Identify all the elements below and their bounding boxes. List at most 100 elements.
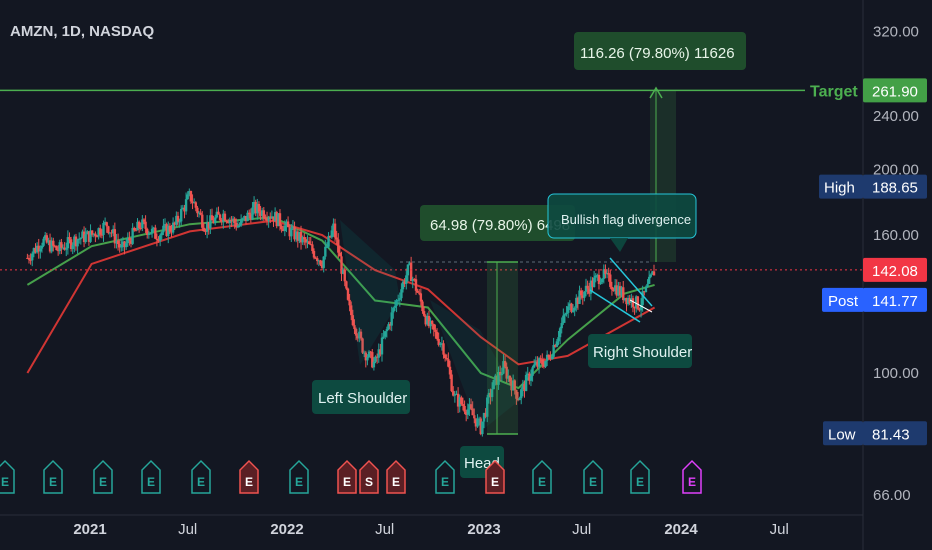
candle-body xyxy=(233,218,236,223)
earnings-marker-label: E xyxy=(392,475,400,489)
candle-body xyxy=(197,212,201,214)
y-tick-label: 160.00 xyxy=(873,227,919,244)
candle-body xyxy=(128,238,131,241)
candle-body xyxy=(439,343,442,345)
candle-body xyxy=(604,269,607,275)
candle-body xyxy=(290,228,293,237)
candle-body xyxy=(426,315,429,325)
candle-body xyxy=(591,280,594,288)
candle-body xyxy=(589,280,593,294)
x-tick-label: Jul xyxy=(572,521,591,538)
candle-body xyxy=(515,390,518,399)
x-tick-label: Jul xyxy=(375,521,394,538)
candle-body xyxy=(31,253,34,261)
candle-body xyxy=(210,215,214,221)
candle-body xyxy=(304,239,308,243)
candle-body xyxy=(86,231,89,235)
candle-body xyxy=(215,211,219,218)
high-tag-label-bg xyxy=(819,174,863,199)
candle-body xyxy=(544,360,547,367)
candle-body xyxy=(269,217,272,219)
candle-body xyxy=(476,418,479,427)
candle-body xyxy=(84,234,87,242)
candle-body xyxy=(516,398,520,401)
earnings-marker-label: E xyxy=(491,475,499,489)
candle-body xyxy=(303,237,306,240)
candle-body xyxy=(639,304,643,311)
post-value: 141.77 xyxy=(872,293,918,310)
candle-body xyxy=(565,312,568,315)
candle-body xyxy=(605,273,609,275)
candle-body xyxy=(90,230,94,235)
candle-body xyxy=(142,219,146,222)
candle-body xyxy=(204,231,207,233)
candle-body xyxy=(260,210,264,216)
earnings-marker-label: E xyxy=(441,475,449,489)
candle-body xyxy=(325,246,329,248)
candle-body xyxy=(471,408,474,416)
bullish-flag-pointer xyxy=(610,238,628,252)
candle-body xyxy=(618,286,622,296)
candle-body xyxy=(644,286,648,293)
candle-body xyxy=(120,244,123,248)
candle-body xyxy=(469,404,473,409)
candle-body xyxy=(238,225,241,227)
candle-body xyxy=(149,233,152,235)
candle-body xyxy=(259,211,262,216)
candle-body xyxy=(573,307,576,311)
earnings-marker-label: E xyxy=(1,475,9,489)
candle-body xyxy=(442,343,445,355)
candle-body xyxy=(505,366,508,379)
earnings-marker-label: E xyxy=(589,475,597,489)
candle-body xyxy=(141,219,144,229)
candle-body xyxy=(635,296,638,309)
candle-body xyxy=(445,358,448,360)
candle-body xyxy=(502,361,505,374)
candle-body xyxy=(37,245,40,252)
candle-body xyxy=(507,375,510,379)
candle-body xyxy=(353,325,356,330)
candle-body xyxy=(330,230,333,238)
candle-body xyxy=(490,389,494,398)
candle-body xyxy=(385,329,389,332)
candle-body xyxy=(646,283,649,287)
candle-body xyxy=(601,278,604,283)
candle-body xyxy=(26,257,29,259)
candle-body xyxy=(411,278,414,282)
candle-body xyxy=(568,303,572,307)
candle-body xyxy=(599,282,602,285)
x-tick-label: 2024 xyxy=(664,521,698,538)
candle-body xyxy=(649,274,652,277)
candle-body xyxy=(372,361,376,368)
earnings-marker-label: E xyxy=(147,475,155,489)
measure-box-1 xyxy=(420,205,575,241)
candle-body xyxy=(124,243,128,248)
earnings-marker-label: E xyxy=(49,475,57,489)
candle-body xyxy=(617,286,620,296)
candle-body xyxy=(275,212,278,227)
y-tick-label: 200.00 xyxy=(873,162,919,179)
earnings-marker xyxy=(630,459,650,494)
candle-body xyxy=(613,285,617,292)
candle-body xyxy=(455,393,458,395)
earnings-marker-label: E xyxy=(197,475,205,489)
candle-body xyxy=(427,315,431,327)
candle-body xyxy=(416,290,419,293)
candle-body xyxy=(56,250,60,252)
candle-body xyxy=(500,373,504,376)
candle-body xyxy=(217,211,220,215)
candle-body xyxy=(48,240,52,252)
earnings-marker xyxy=(359,459,379,494)
candle-body xyxy=(550,356,554,359)
candle-body xyxy=(212,220,215,224)
candle-body xyxy=(66,237,70,249)
candle-body xyxy=(481,421,484,435)
candle-body xyxy=(282,229,285,232)
candle-body xyxy=(387,324,390,330)
candle-body xyxy=(647,276,651,284)
candle-body xyxy=(293,226,296,240)
candle-body xyxy=(105,222,108,227)
candle-body xyxy=(147,233,151,235)
